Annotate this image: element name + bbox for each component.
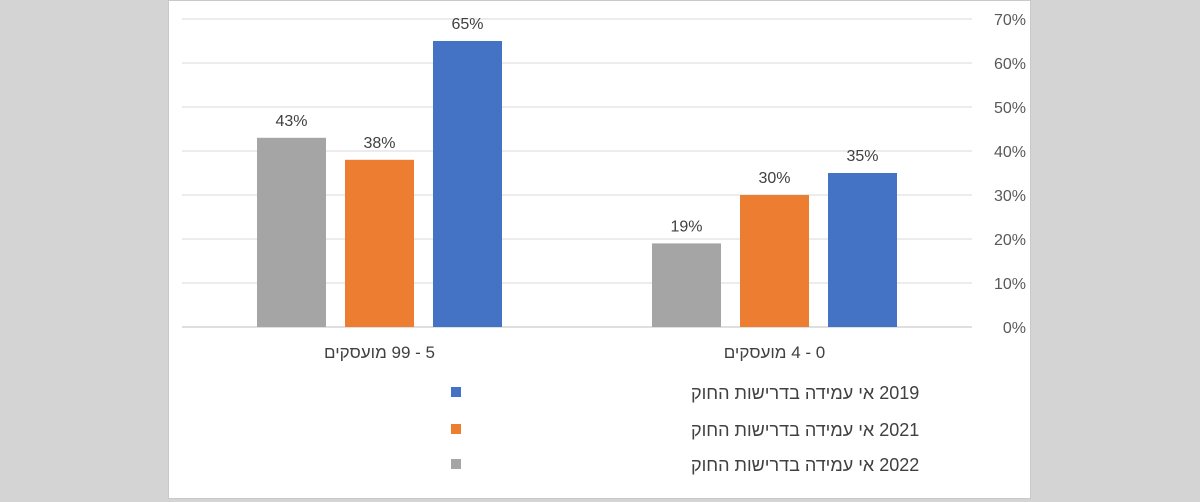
legend-label: 2022 אי עמידה בדרישות החוק [691,455,919,475]
bar [345,159,414,327]
category-label: 0 - 4 מועסקים [724,343,826,362]
y-tick-label: 60% [994,56,1026,73]
y-tick-label: 20% [994,232,1026,249]
legend-label: 2021 אי עמידה בדרישות החוק [691,420,919,440]
data-label: 35% [846,148,878,165]
y-tick-label: 0% [1003,320,1026,337]
y-tick-label: 10% [994,276,1026,293]
bar [257,137,326,327]
y-tick-label: 50% [994,100,1026,117]
y-tick-label: 30% [994,188,1026,205]
bar-chart: 0% 10% 20% 30% 40% 50% 60% 70% 19% 30% 35% 0 - 4 מו… [182,12,1026,475]
legend-label: 2019 אי עמידה בדרישות החוק [691,383,919,403]
legend-swatch [451,424,461,434]
legend-swatch [451,459,461,469]
legend-swatch [451,387,461,397]
bar [652,243,721,327]
bar [828,173,897,327]
data-label: 19% [670,218,702,235]
data-label: 43% [275,113,307,130]
y-tick-label: 40% [994,144,1026,161]
data-label: 30% [758,170,790,187]
bar [740,195,809,327]
y-tick-label: 70% [994,12,1026,29]
data-label: 65% [451,16,483,33]
bar [433,41,502,327]
chart-panel: 0% 10% 20% 30% 40% 50% 60% 70% 19% 30% 35% 0 - 4 מו… [168,0,1031,499]
data-label: 38% [363,135,395,152]
category-label: 5 - 99 מועסקים [324,343,435,362]
